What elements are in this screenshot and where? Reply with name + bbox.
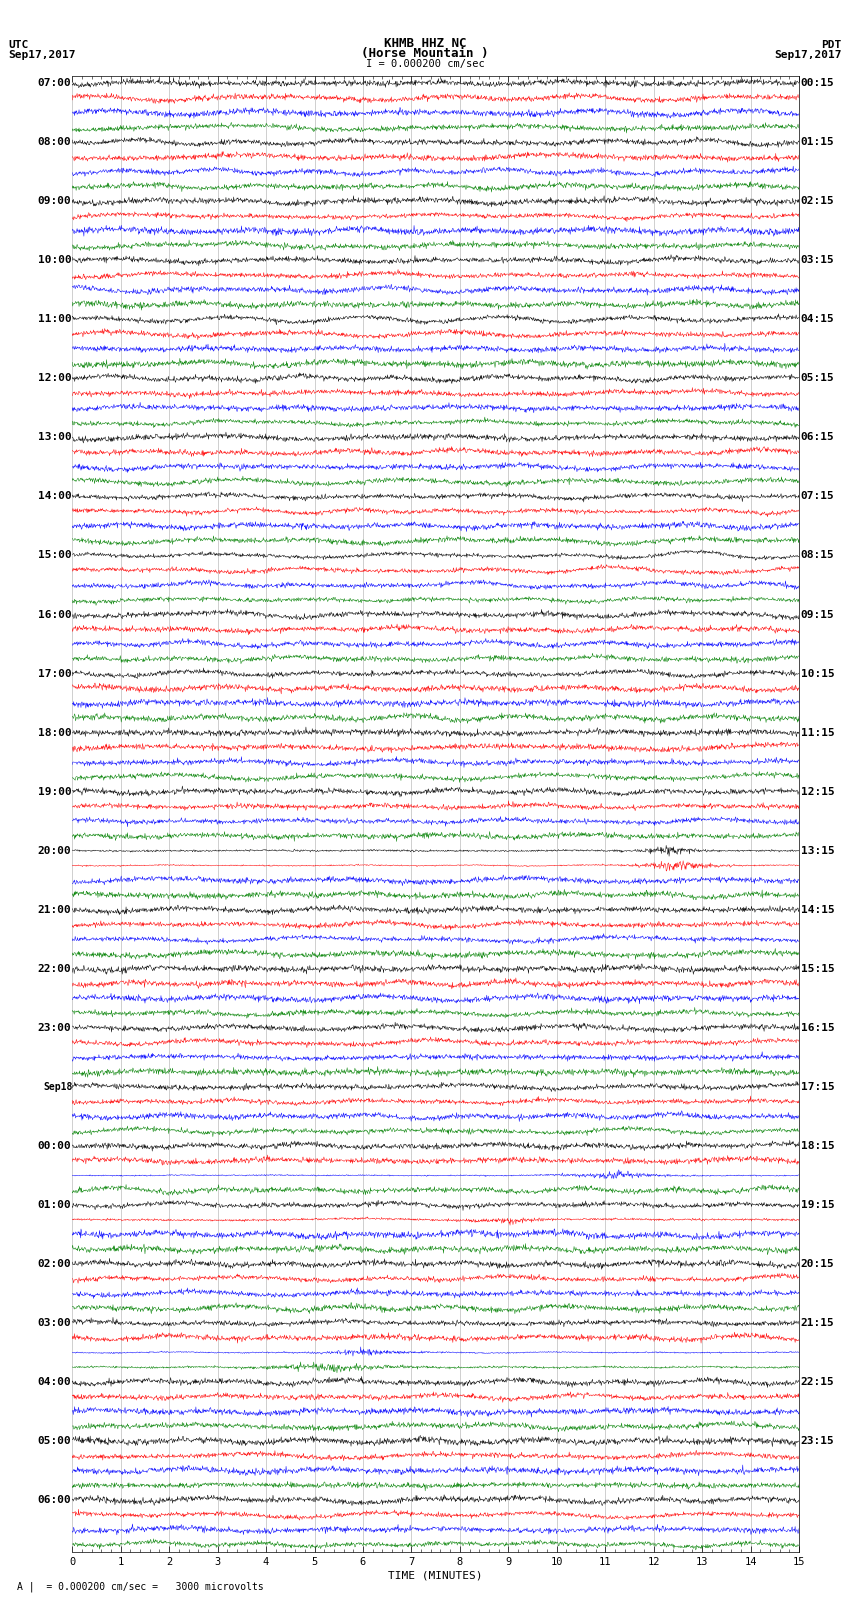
- X-axis label: TIME (MINUTES): TIME (MINUTES): [388, 1571, 483, 1581]
- Text: 08:00: 08:00: [37, 137, 71, 147]
- Text: A |  = 0.000200 cm/sec =   3000 microvolts: A | = 0.000200 cm/sec = 3000 microvolts: [17, 1581, 264, 1592]
- Text: 19:00: 19:00: [37, 787, 71, 797]
- Text: 15:15: 15:15: [801, 963, 835, 974]
- Text: 10:00: 10:00: [37, 255, 71, 265]
- Text: 12:00: 12:00: [37, 373, 71, 384]
- Text: 20:15: 20:15: [801, 1258, 835, 1269]
- Text: 20:00: 20:00: [37, 845, 71, 855]
- Text: 17:15: 17:15: [801, 1082, 835, 1092]
- Text: 21:00: 21:00: [37, 905, 71, 915]
- Text: 00:15: 00:15: [801, 77, 835, 89]
- Text: 09:00: 09:00: [37, 197, 71, 206]
- Text: (Horse Mountain ): (Horse Mountain ): [361, 47, 489, 60]
- Text: 21:15: 21:15: [801, 1318, 835, 1327]
- Text: 05:15: 05:15: [801, 373, 835, 384]
- Text: 19:15: 19:15: [801, 1200, 835, 1210]
- Text: 18:15: 18:15: [801, 1140, 835, 1150]
- Text: 16:15: 16:15: [801, 1023, 835, 1032]
- Text: 22:15: 22:15: [801, 1378, 835, 1387]
- Text: 23:15: 23:15: [801, 1436, 835, 1445]
- Text: 13:00: 13:00: [37, 432, 71, 442]
- Text: 16:00: 16:00: [37, 610, 71, 619]
- Text: 14:00: 14:00: [37, 492, 71, 502]
- Text: 06:15: 06:15: [801, 432, 835, 442]
- Text: 17:00: 17:00: [37, 668, 71, 679]
- Text: I = 0.000200 cm/sec: I = 0.000200 cm/sec: [366, 60, 484, 69]
- Text: 22:00: 22:00: [37, 963, 71, 974]
- Text: 01:00: 01:00: [37, 1200, 71, 1210]
- Text: 02:15: 02:15: [801, 197, 835, 206]
- Text: 11:15: 11:15: [801, 727, 835, 737]
- Text: 12:15: 12:15: [801, 787, 835, 797]
- Text: 13:15: 13:15: [801, 845, 835, 855]
- Text: PDT: PDT: [821, 40, 842, 50]
- Text: 05:00: 05:00: [37, 1436, 71, 1445]
- Text: Sep18: Sep18: [42, 1082, 72, 1092]
- Text: 01:15: 01:15: [801, 137, 835, 147]
- Text: 18:00: 18:00: [37, 727, 71, 737]
- Text: 11:00: 11:00: [37, 315, 71, 324]
- Text: 04:15: 04:15: [801, 315, 835, 324]
- Text: Sep17,2017: Sep17,2017: [8, 50, 76, 60]
- Text: 15:00: 15:00: [37, 550, 71, 560]
- Text: 03:15: 03:15: [801, 255, 835, 265]
- Text: 10:15: 10:15: [801, 668, 835, 679]
- Text: 02:00: 02:00: [37, 1258, 71, 1269]
- Text: 04:00: 04:00: [37, 1378, 71, 1387]
- Text: KHMB HHZ NC: KHMB HHZ NC: [383, 37, 467, 50]
- Text: Sep17,2017: Sep17,2017: [774, 50, 842, 60]
- Text: 00:00: 00:00: [37, 1140, 71, 1150]
- Text: 07:15: 07:15: [801, 492, 835, 502]
- Text: 14:15: 14:15: [801, 905, 835, 915]
- Text: 07:00: 07:00: [37, 77, 71, 89]
- Text: 09:15: 09:15: [801, 610, 835, 619]
- Text: 06:00: 06:00: [37, 1495, 71, 1505]
- Text: 08:15: 08:15: [801, 550, 835, 560]
- Text: 03:00: 03:00: [37, 1318, 71, 1327]
- Text: UTC: UTC: [8, 40, 29, 50]
- Text: 23:00: 23:00: [37, 1023, 71, 1032]
